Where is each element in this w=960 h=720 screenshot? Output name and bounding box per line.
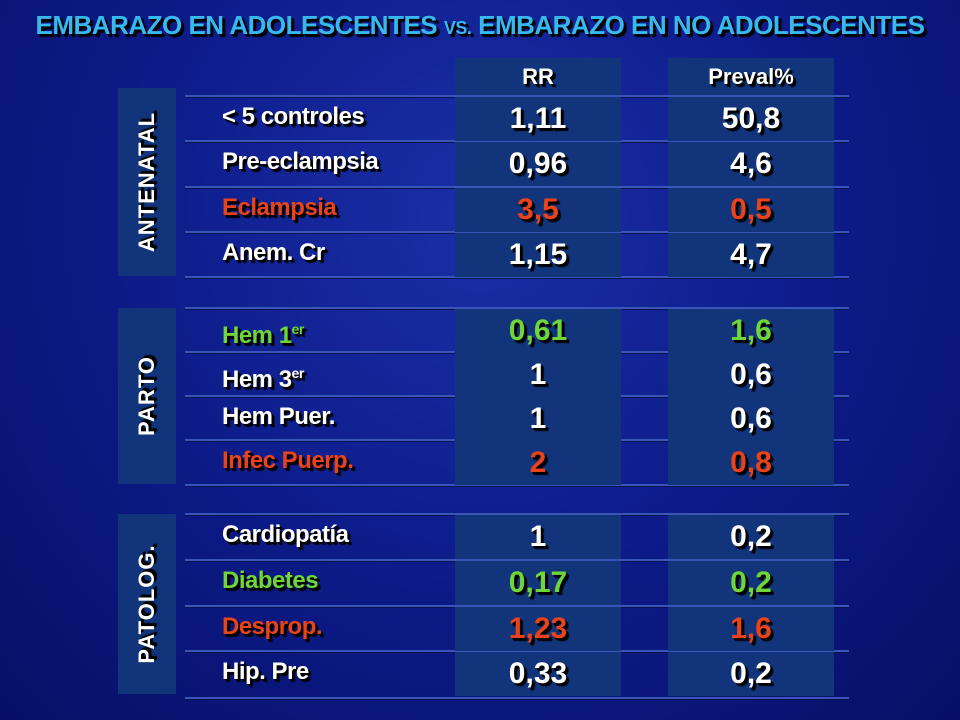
title-part-2: EMBARAZO EN NO ADOLESCENTES bbox=[471, 10, 925, 40]
row-divider bbox=[185, 231, 849, 233]
row-label-text: < 5 controles bbox=[222, 103, 365, 130]
row-label: Pre-eclampsia bbox=[222, 140, 379, 184]
rr-value: 1,23 bbox=[455, 607, 621, 651]
row-label-text: Eclampsia bbox=[222, 194, 337, 221]
row-label-text: Infec Puerp. bbox=[222, 447, 354, 474]
row-label: Hem 3er bbox=[222, 351, 304, 395]
preval-value: 50,8 bbox=[668, 97, 834, 141]
column-header-preval: Preval% bbox=[668, 58, 834, 96]
section-label-patolog-text: PATOLOG. bbox=[134, 544, 159, 664]
column-header-rr: RR bbox=[455, 58, 621, 96]
row-label: Desprop. bbox=[222, 605, 323, 649]
row-label-text: Hip. Pre bbox=[222, 658, 309, 685]
slide-title: EMBARAZO EN ADOLESCENTES VS. EMBARAZO EN… bbox=[0, 10, 960, 41]
row-divider bbox=[185, 559, 849, 561]
row-label: Hip. Pre bbox=[222, 650, 309, 694]
rr-value: 0,96 bbox=[455, 142, 621, 186]
preval-value: 1,6 bbox=[668, 607, 834, 651]
row-label-text: Pre-eclampsia bbox=[222, 148, 379, 175]
rr-value: 1 bbox=[455, 515, 621, 559]
preval-value: 1,6 bbox=[668, 309, 834, 353]
row-divider bbox=[185, 513, 849, 515]
row-divider bbox=[185, 140, 849, 142]
preval-value: 4,7 bbox=[668, 233, 834, 277]
row-divider bbox=[185, 605, 849, 607]
row-label-text: Hem 3 bbox=[222, 366, 292, 393]
row-label: Hem Puer. bbox=[222, 395, 335, 439]
row-divider bbox=[185, 95, 849, 97]
row-label-text: Desprop. bbox=[222, 613, 323, 640]
row-divider bbox=[185, 697, 849, 699]
rr-value: 3,5 bbox=[455, 188, 621, 232]
row-label: < 5 controles bbox=[222, 95, 365, 139]
rr-value: 0,33 bbox=[455, 652, 621, 696]
row-divider bbox=[185, 186, 849, 188]
row-label: Anem. Cr bbox=[222, 231, 325, 275]
rr-value: 2 bbox=[455, 441, 621, 485]
row-label: Eclampsia bbox=[222, 186, 337, 230]
preval-value: 0,2 bbox=[668, 652, 834, 696]
row-label: Diabetes bbox=[222, 559, 319, 603]
section-label-parto-text: PARTO bbox=[134, 356, 159, 436]
row-label: Cardiopatía bbox=[222, 513, 349, 557]
rr-value: 1,15 bbox=[455, 233, 621, 277]
row-label-text: Hem 1 bbox=[222, 322, 292, 349]
rr-value: 1,11 bbox=[455, 97, 621, 141]
row-label: Infec Puerp. bbox=[222, 439, 354, 483]
row-label-text: Hem Puer. bbox=[222, 403, 335, 430]
preval-value: 0,2 bbox=[668, 561, 834, 605]
preval-value: 4,6 bbox=[668, 142, 834, 186]
section-label-patolog: PATOLOG. bbox=[118, 514, 176, 694]
row-divider bbox=[185, 650, 849, 652]
rr-value: 0,61 bbox=[455, 309, 621, 353]
rr-value: 1 bbox=[455, 397, 621, 441]
section-label-antenatal-text: ANTENATAL bbox=[134, 111, 159, 253]
preval-value: 0,6 bbox=[668, 397, 834, 441]
title-vs: VS. bbox=[443, 18, 472, 38]
row-divider bbox=[185, 307, 849, 309]
row-label-superscript: er bbox=[291, 321, 305, 337]
row-label-text: Anem. Cr bbox=[222, 239, 325, 266]
row-label-text: Diabetes bbox=[222, 567, 319, 594]
title-part-1: EMBARAZO EN ADOLESCENTES bbox=[35, 10, 444, 40]
row-divider bbox=[185, 276, 849, 278]
section-label-antenatal: ANTENATAL bbox=[118, 88, 176, 276]
row-label-text: Cardiopatía bbox=[222, 521, 349, 548]
row-divider bbox=[185, 484, 849, 486]
preval-value: 0,5 bbox=[668, 188, 834, 232]
preval-value: 0,2 bbox=[668, 515, 834, 559]
rr-value: 1 bbox=[455, 353, 621, 397]
row-label-superscript: er bbox=[291, 365, 305, 381]
row-label: Hem 1er bbox=[222, 307, 304, 351]
preval-value: 0,6 bbox=[668, 353, 834, 397]
section-label-parto: PARTO bbox=[118, 308, 176, 484]
preval-value: 0,8 bbox=[668, 441, 834, 485]
rr-value: 0,17 bbox=[455, 561, 621, 605]
